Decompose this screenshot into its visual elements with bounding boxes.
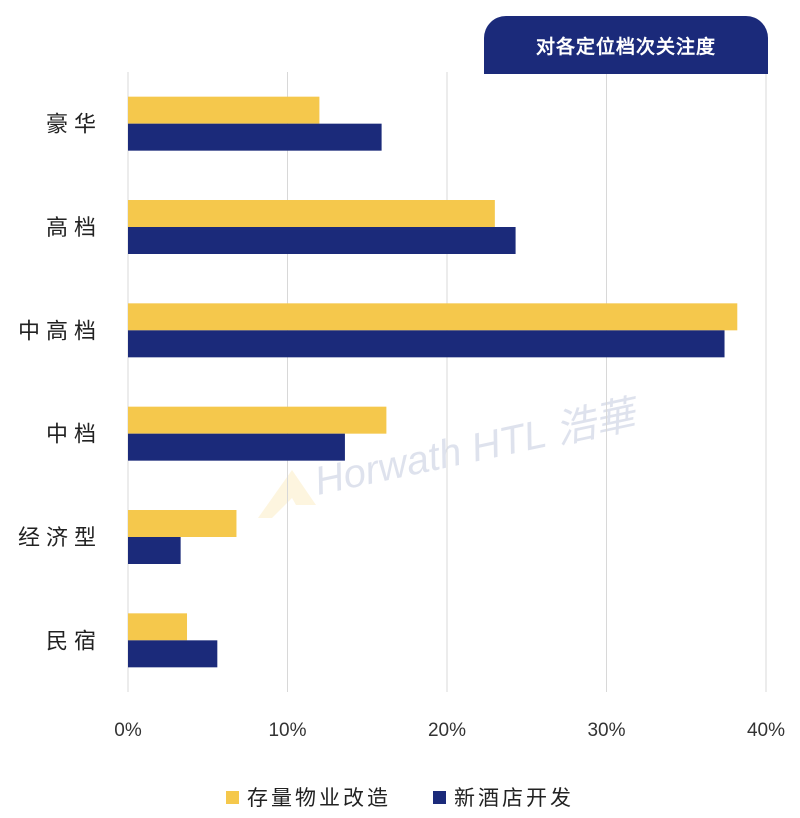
- bar-existing-2: [128, 303, 738, 331]
- y-category-label: 中高档: [18, 319, 102, 344]
- legend-swatch-existing: [226, 790, 239, 804]
- bar-existing-3: [128, 406, 387, 434]
- bar-new-3: [128, 433, 345, 461]
- legend-swatch-new: [433, 790, 446, 804]
- x-tick-label: 40%: [747, 720, 785, 741]
- x-tick-label: 30%: [587, 720, 625, 741]
- y-category-label: 中档: [46, 423, 102, 448]
- legend-label-new: 新酒店开发: [454, 786, 574, 810]
- y-category-label: 高档: [46, 216, 102, 241]
- legend-item-new: 新酒店开发: [433, 782, 574, 812]
- legend-label-existing: 存量物业改造: [247, 786, 391, 810]
- bar-existing-5: [128, 613, 188, 641]
- y-category-label: 民宿: [46, 629, 102, 654]
- bar-new-0: [128, 123, 382, 151]
- x-tick-label: 0%: [114, 720, 142, 741]
- bar-new-1: [128, 227, 516, 254]
- bar-new-5: [128, 640, 218, 668]
- bar-existing-1: [128, 200, 495, 227]
- chart-title: 对各定位档次关注度: [535, 35, 716, 58]
- bar-new-4: [128, 537, 181, 564]
- legend: 存量物业改造 新酒店开发: [0, 780, 800, 814]
- x-tick-label: 10%: [268, 720, 306, 741]
- y-category-label: 豪华: [46, 113, 102, 138]
- y-category-label: 经济型: [18, 526, 102, 551]
- bar-existing-4: [128, 510, 237, 537]
- chart-title-tab: 对各定位档次关注度: [484, 16, 768, 74]
- bar-existing-0: [128, 96, 320, 124]
- legend-item-existing: 存量物业改造: [226, 782, 391, 812]
- x-tick-label: 20%: [428, 720, 466, 741]
- bar-new-2: [128, 330, 725, 358]
